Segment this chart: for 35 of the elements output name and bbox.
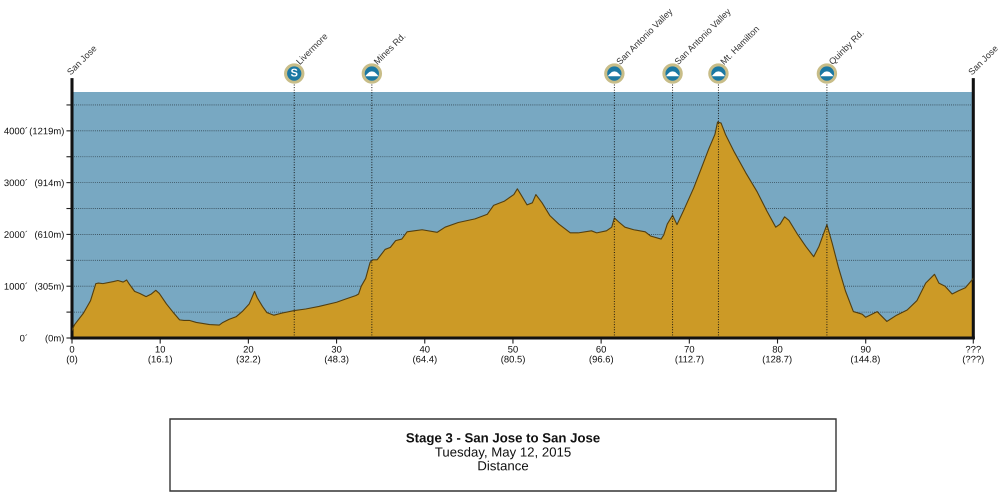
y2-tick-label: (914m) bbox=[35, 179, 64, 188]
x2-tick-label: (64.4) bbox=[413, 356, 437, 364]
x2-tick-label: (80.5) bbox=[501, 356, 525, 364]
y2-tick-label: (1219m) bbox=[30, 127, 64, 136]
text: Tuesday, May 12, 2015 Distance bbox=[435, 447, 571, 470]
y-tick-label: 1000´ bbox=[4, 282, 28, 290]
x-tick-label: 10 bbox=[156, 346, 166, 353]
x2-tick-label: (0) bbox=[66, 356, 78, 364]
x-tick-label: 40 bbox=[420, 346, 430, 353]
x-tick-label: 60 bbox=[596, 346, 606, 353]
x-tick-label: 70 bbox=[684, 346, 694, 353]
x2-tick-label: (128.7) bbox=[762, 356, 792, 364]
y2-tick-label: (0m) bbox=[46, 334, 64, 344]
text: Stage 3 - San Jose to San Jose bbox=[406, 433, 600, 446]
x-tick-label: 80 bbox=[772, 346, 782, 353]
y2-tick-label: (305m) bbox=[35, 282, 64, 292]
x2-tick-label: (???) bbox=[962, 356, 984, 364]
x2-tick-label: (112.7) bbox=[675, 356, 704, 364]
x-tick-label: 20 bbox=[244, 346, 254, 353]
x2-tick-label: (144.8) bbox=[850, 356, 880, 364]
y-tick-label: 2000´ bbox=[4, 230, 28, 238]
y-tick-label: 3000´ bbox=[4, 179, 28, 186]
y-tick-label: 0´ bbox=[20, 334, 28, 342]
y-tick-label: 4000´ bbox=[4, 127, 28, 134]
x-tick-label: 0 bbox=[70, 346, 74, 353]
y2-tick-label: (610m) bbox=[35, 230, 64, 240]
x2-tick-label: (16.1) bbox=[148, 356, 172, 364]
text: S bbox=[290, 68, 298, 77]
x2-tick-label: (96.6) bbox=[590, 356, 614, 364]
x2-tick-label: (32.2) bbox=[236, 356, 260, 364]
x-tick-label: 30 bbox=[332, 346, 342, 353]
x-tick-label: 50 bbox=[508, 346, 518, 353]
x-tick-label: ??? bbox=[966, 346, 981, 352]
x2-tick-label: (48.3) bbox=[324, 356, 348, 364]
x-tick-label: 90 bbox=[860, 346, 871, 353]
